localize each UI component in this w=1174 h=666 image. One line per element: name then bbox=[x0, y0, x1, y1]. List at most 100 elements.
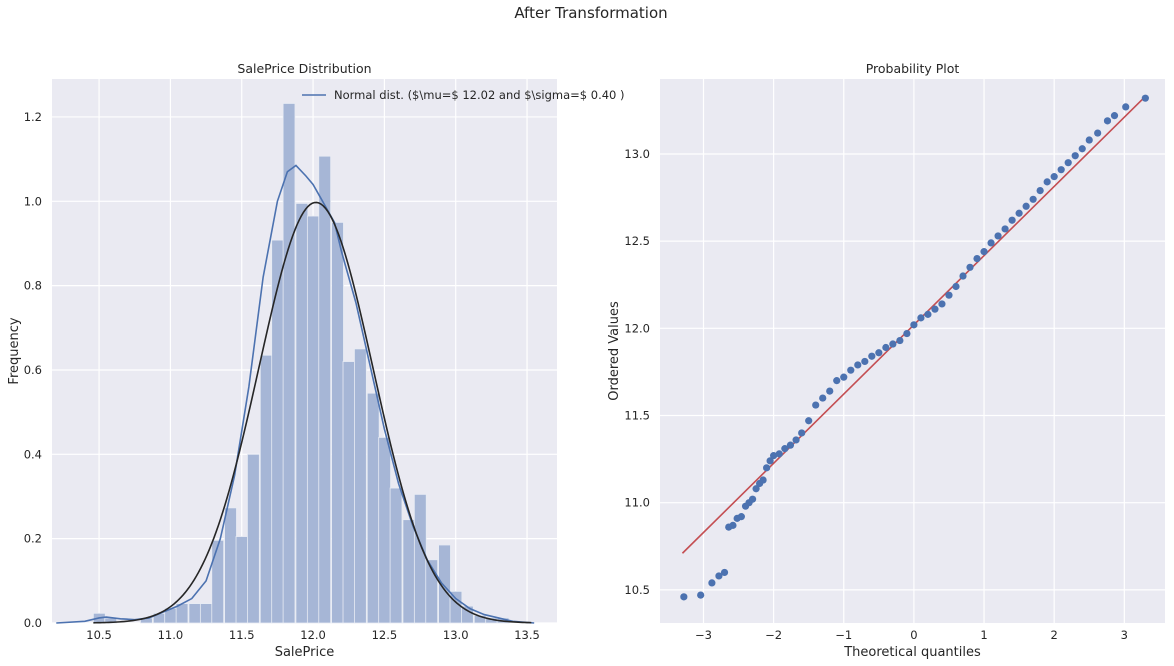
plot2-x-tick-label: 3 bbox=[1121, 628, 1128, 642]
quantile-point bbox=[994, 232, 1002, 240]
quantile-point bbox=[798, 429, 806, 437]
figure-suptitle: After Transformation bbox=[514, 4, 667, 22]
quantile-point bbox=[786, 441, 795, 449]
quantile-point bbox=[889, 340, 897, 348]
plot1-x-ticks: 10.5 11.0 11.5 12.0 12.5 13.0 13.5 bbox=[86, 628, 540, 642]
quantile-point bbox=[1064, 159, 1072, 167]
histogram-bar bbox=[235, 536, 249, 624]
plot1-x-tick-label: 12.0 bbox=[300, 628, 326, 642]
quantile-point bbox=[737, 513, 745, 521]
plot2-points bbox=[680, 94, 1149, 601]
quantile-point bbox=[966, 263, 974, 271]
plot2-x-tick-label: 2 bbox=[1051, 628, 1058, 642]
quantile-point bbox=[1057, 166, 1065, 174]
plot2-y-tick-label: 12.0 bbox=[624, 321, 650, 335]
quantile-point bbox=[1085, 136, 1093, 144]
quantile-point bbox=[715, 572, 723, 580]
quantile-point bbox=[770, 452, 778, 460]
plot2-title: Probability Plot bbox=[866, 61, 960, 76]
probability-plot-chart: −3 −2 −1 0 1 2 3 10.5 11.0 11.5 12.0 12.5 13.0 Prob… bbox=[607, 61, 1165, 660]
quantile-point bbox=[812, 401, 820, 409]
quantile-point bbox=[680, 593, 688, 601]
plot1-legend: Normal dist. ($\mu=$ 12.02 and $\sigma=$… bbox=[302, 88, 625, 102]
quantile-point bbox=[775, 450, 783, 458]
quantile-point bbox=[952, 282, 960, 291]
quantile-point bbox=[1022, 202, 1030, 210]
plot1-x-tick-label: 12.5 bbox=[372, 628, 398, 642]
quantile-point bbox=[1008, 216, 1016, 224]
quantile-point bbox=[792, 436, 800, 444]
quantile-point bbox=[945, 291, 953, 299]
histogram-bar bbox=[199, 603, 213, 624]
quantile-point bbox=[1050, 173, 1058, 181]
plot1-title: SalePrice Distribution bbox=[237, 61, 371, 76]
quantile-point bbox=[766, 457, 774, 465]
quantile-point bbox=[1110, 112, 1119, 120]
histogram-bar bbox=[413, 493, 427, 624]
quantile-point bbox=[1141, 94, 1149, 102]
quantile-point bbox=[1094, 129, 1102, 137]
histogram-bar bbox=[425, 559, 439, 624]
quantile-point bbox=[1103, 117, 1112, 125]
quantile-point bbox=[861, 357, 869, 366]
histogram-bar bbox=[306, 215, 320, 624]
quantile-point bbox=[903, 329, 911, 338]
quantile-point bbox=[847, 366, 855, 374]
normal-fit-curve bbox=[93, 201, 532, 624]
plot1-y-tick-label: 0.2 bbox=[24, 532, 42, 546]
plot2-y-axis-label: Ordered Values bbox=[607, 301, 622, 401]
quantile-point bbox=[697, 591, 705, 599]
histogram-bar bbox=[282, 103, 296, 624]
histogram-bar bbox=[331, 221, 344, 624]
plot2-y-tick-label: 13.0 bbox=[624, 147, 650, 161]
histogram-bar bbox=[211, 539, 225, 624]
quantile-point bbox=[959, 272, 967, 280]
quantile-point bbox=[1001, 225, 1009, 233]
quantile-point bbox=[729, 521, 737, 529]
histogram-bar bbox=[389, 487, 403, 624]
plot2-x-tick-label: −2 bbox=[765, 628, 782, 642]
plot2-x-ticks: −3 −2 −1 0 1 2 3 bbox=[695, 628, 1128, 642]
plot1-y-tick-label: 0.4 bbox=[24, 447, 42, 461]
quantile-point bbox=[840, 373, 848, 381]
plot1-y-tick-label: 0.0 bbox=[24, 616, 42, 630]
plot1-y-tick-label: 1.2 bbox=[24, 110, 42, 124]
quantile-point bbox=[1078, 145, 1086, 153]
plot1-x-tick-label: 10.5 bbox=[86, 628, 112, 642]
quantile-point bbox=[748, 495, 757, 503]
quantile-point bbox=[882, 343, 890, 352]
plot2-y-tick-label: 12.5 bbox=[624, 234, 650, 248]
plot1-x-tick-label: 11.5 bbox=[229, 628, 255, 642]
histogram-bar bbox=[438, 544, 451, 624]
quantile-point bbox=[752, 485, 760, 493]
plot1-histogram bbox=[92, 103, 510, 624]
plot1-y-ticks: 0.0 0.2 0.4 0.6 0.8 1.0 1.2 bbox=[24, 110, 42, 630]
plot1-x-axis-label: SalePrice bbox=[275, 645, 335, 660]
histogram-bar bbox=[342, 361, 356, 624]
plot1-x-tick-label: 13.0 bbox=[443, 628, 469, 642]
plot2-x-tick-label: −1 bbox=[835, 628, 852, 642]
histogram-bar bbox=[224, 507, 237, 624]
saleprice-distribution-chart: 10.5 11.0 11.5 12.0 12.5 13.0 13.5 0.00.20.40.… bbox=[7, 61, 625, 660]
histogram-bar bbox=[188, 603, 202, 624]
plot2-x-tick-label: 1 bbox=[980, 628, 987, 642]
plot1-x-tick-label: 11.0 bbox=[158, 628, 184, 642]
quantile-point bbox=[1122, 103, 1130, 111]
histogram-bar bbox=[295, 203, 309, 624]
histogram-bar bbox=[271, 239, 284, 624]
quantile-point bbox=[1043, 178, 1051, 186]
quantile-point bbox=[720, 568, 729, 577]
plot1-y-axis-label: Frequency bbox=[7, 317, 22, 384]
histogram-bar bbox=[318, 155, 332, 624]
quantile-point bbox=[931, 305, 939, 313]
plot2-y-tick-label: 11.5 bbox=[624, 409, 650, 423]
plot2-y-ticks: 10.5 11.0 11.5 12.0 12.5 13.0 bbox=[624, 147, 650, 597]
histogram-bar bbox=[449, 590, 463, 624]
quantile-point bbox=[805, 417, 813, 425]
plot2-background bbox=[660, 79, 1165, 623]
quantile-point bbox=[1015, 209, 1023, 217]
quantile-point bbox=[980, 248, 988, 256]
plot1-y-tick-label: 0.6 bbox=[24, 363, 42, 377]
plot2-gridlines bbox=[660, 79, 1165, 623]
quantile-point bbox=[1029, 195, 1037, 203]
